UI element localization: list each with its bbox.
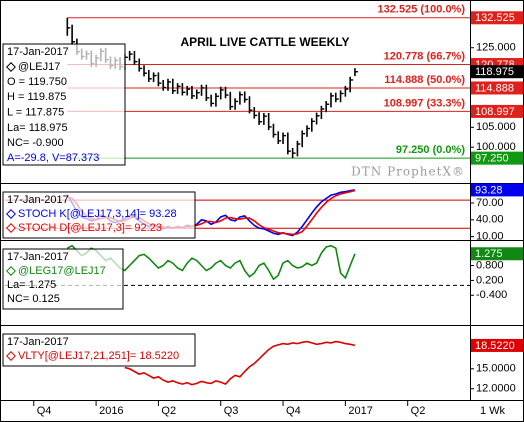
y-tick-label: 105.000 [476, 121, 516, 133]
legend-line: H = 119.875 [7, 91, 66, 103]
y-tick-label: 70.00 [476, 197, 504, 209]
value-box [471, 11, 523, 25]
chart-title: APRIL LIVE CATTLE WEEKLY [180, 35, 349, 49]
legend-box [2, 248, 124, 310]
watermark: DTN ProphetX® [351, 165, 465, 179]
y-tick-label: 40.00 [476, 214, 504, 226]
x-tick-label: Q4 [37, 405, 52, 417]
value-box [471, 81, 523, 95]
legend-icon [6, 62, 16, 72]
y-tick-label: 0.200 [476, 274, 504, 286]
legend-line: La= 118.975 [7, 122, 68, 134]
level-label: 120.778 (66.7%) [384, 50, 466, 62]
legend-icon [6, 223, 16, 233]
level-label: 132.525 (100.0%) [378, 4, 466, 16]
value-box-label: 18.5220 [475, 340, 515, 352]
legend-line: NC= 0.125 [7, 293, 60, 305]
series-line [124, 340, 356, 386]
level-label: 108.997 (33.3%) [384, 97, 466, 109]
level-label: 114.888 (50.0%) [384, 74, 465, 86]
y-tick-label: 125.000 [476, 42, 516, 54]
legend-stats: A=-29.8, V=87.373 [7, 152, 99, 164]
y-tick-label: 10.00 [476, 231, 504, 243]
x-tick-label: Q4 [286, 405, 301, 417]
value-box [471, 151, 523, 165]
y-tick-label: 15.0000 [476, 363, 516, 375]
legend-date: 17-Jan-2017 [7, 336, 69, 348]
legend-icon [6, 209, 16, 219]
legend-line: L = 117.875 [7, 107, 64, 119]
value-box [471, 65, 523, 79]
y-tick-label: 0.800 [476, 259, 504, 271]
y-tick-label: 100.000 [476, 141, 516, 153]
legend-symbol: @LEJ17 [18, 61, 60, 73]
legend-entry: STOCH D[@LEJ17,3]= 92.23 [18, 222, 162, 234]
legend-icon [6, 266, 16, 276]
value-box-label: 108.997 [475, 106, 515, 118]
value-box [471, 183, 523, 197]
x-tick-label: 2017 [348, 405, 372, 417]
value-box [471, 338, 523, 352]
legend-entry: @LEG17@LEJ17 [18, 265, 106, 277]
y-tick-label: 12.0000 [476, 383, 516, 395]
legend-line: NC= -0.900 [7, 137, 64, 149]
value-box-label: 132.525 [475, 12, 515, 24]
legend-box [2, 191, 196, 239]
y-tick-label: -0.400 [476, 289, 507, 301]
value-box-label: 97.250 [475, 153, 509, 165]
legend-line: La= 1.275 [7, 279, 56, 291]
legend-icon [6, 351, 16, 361]
legend-date: 17-Jan-2017 [7, 46, 69, 58]
legend-box [2, 43, 126, 166]
legend-line: O = 119.750 [7, 76, 67, 88]
value-box-label: 118.975 [475, 66, 514, 78]
legend-box [2, 333, 196, 367]
x-tick-label: Q2 [161, 405, 176, 417]
x-tick-label: 2016 [99, 405, 123, 417]
period-label: 1 Wk [480, 405, 506, 417]
legend-date: 17-Jan-2017 [7, 194, 69, 206]
value-box-label: 114.888 [475, 82, 514, 94]
level-label: 97.250 (0.0%) [396, 144, 465, 156]
legend-entry: VLTY[@LEJ17,21,251]= 18.5220 [18, 350, 179, 362]
x-tick-label: Q3 [224, 405, 239, 417]
value-box [471, 104, 523, 118]
x-tick-label: Q2 [411, 405, 426, 417]
value-box [471, 247, 523, 261]
value-box-label: 93.28 [475, 184, 503, 196]
legend-date: 17-Jan-2017 [7, 251, 69, 263]
value-box-label: 1.275 [475, 248, 503, 260]
legend-entry: STOCH K[@LEJ17,3,14]= 93.28 [18, 208, 177, 220]
